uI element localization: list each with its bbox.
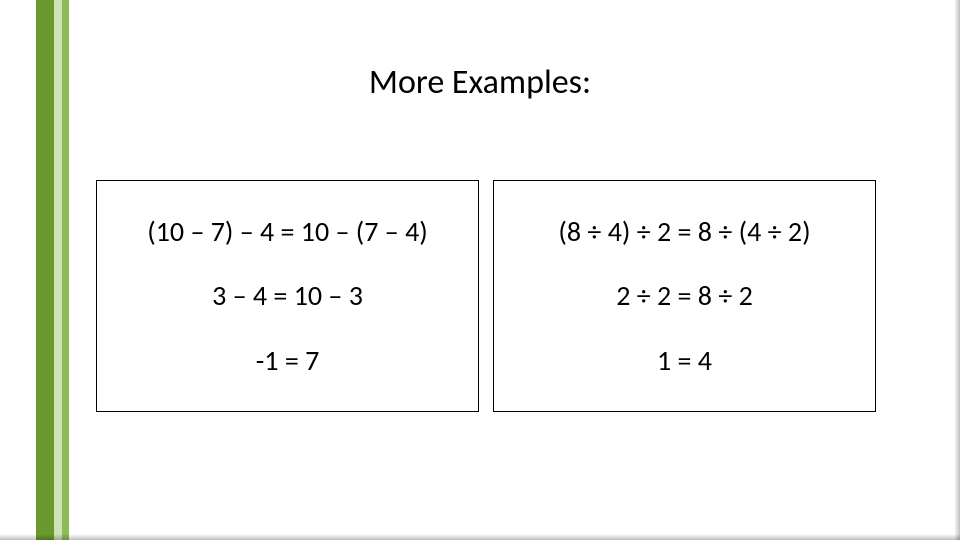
slide-shadow-right	[954, 0, 960, 540]
equation-line: 2 ÷ 2 = 8 ÷ 2	[616, 278, 753, 313]
slide-title: More Examples:	[0, 62, 960, 103]
example-boxes: (10 – 7) – 4 = 10 – (7 – 4) 3 – 4 = 10 –…	[96, 180, 876, 412]
example-box-left: (10 – 7) – 4 = 10 – (7 – 4) 3 – 4 = 10 –…	[96, 180, 479, 412]
equation-line: 1 = 4	[657, 343, 712, 378]
equation-line: 3 – 4 = 10 – 3	[212, 278, 363, 313]
equation-line: (8 ÷ 4) ÷ 2 = 8 ÷ (4 ÷ 2)	[558, 214, 810, 249]
equation-line: -1 = 7	[256, 343, 320, 378]
slide: More Examples: (10 – 7) – 4 = 10 – (7 – …	[0, 0, 960, 540]
equation-line: (10 – 7) – 4 = 10 – (7 – 4)	[147, 214, 428, 249]
example-box-right: (8 ÷ 4) ÷ 2 = 8 ÷ (4 ÷ 2) 2 ÷ 2 = 8 ÷ 2 …	[493, 180, 876, 412]
slide-shadow-bottom	[0, 534, 960, 540]
